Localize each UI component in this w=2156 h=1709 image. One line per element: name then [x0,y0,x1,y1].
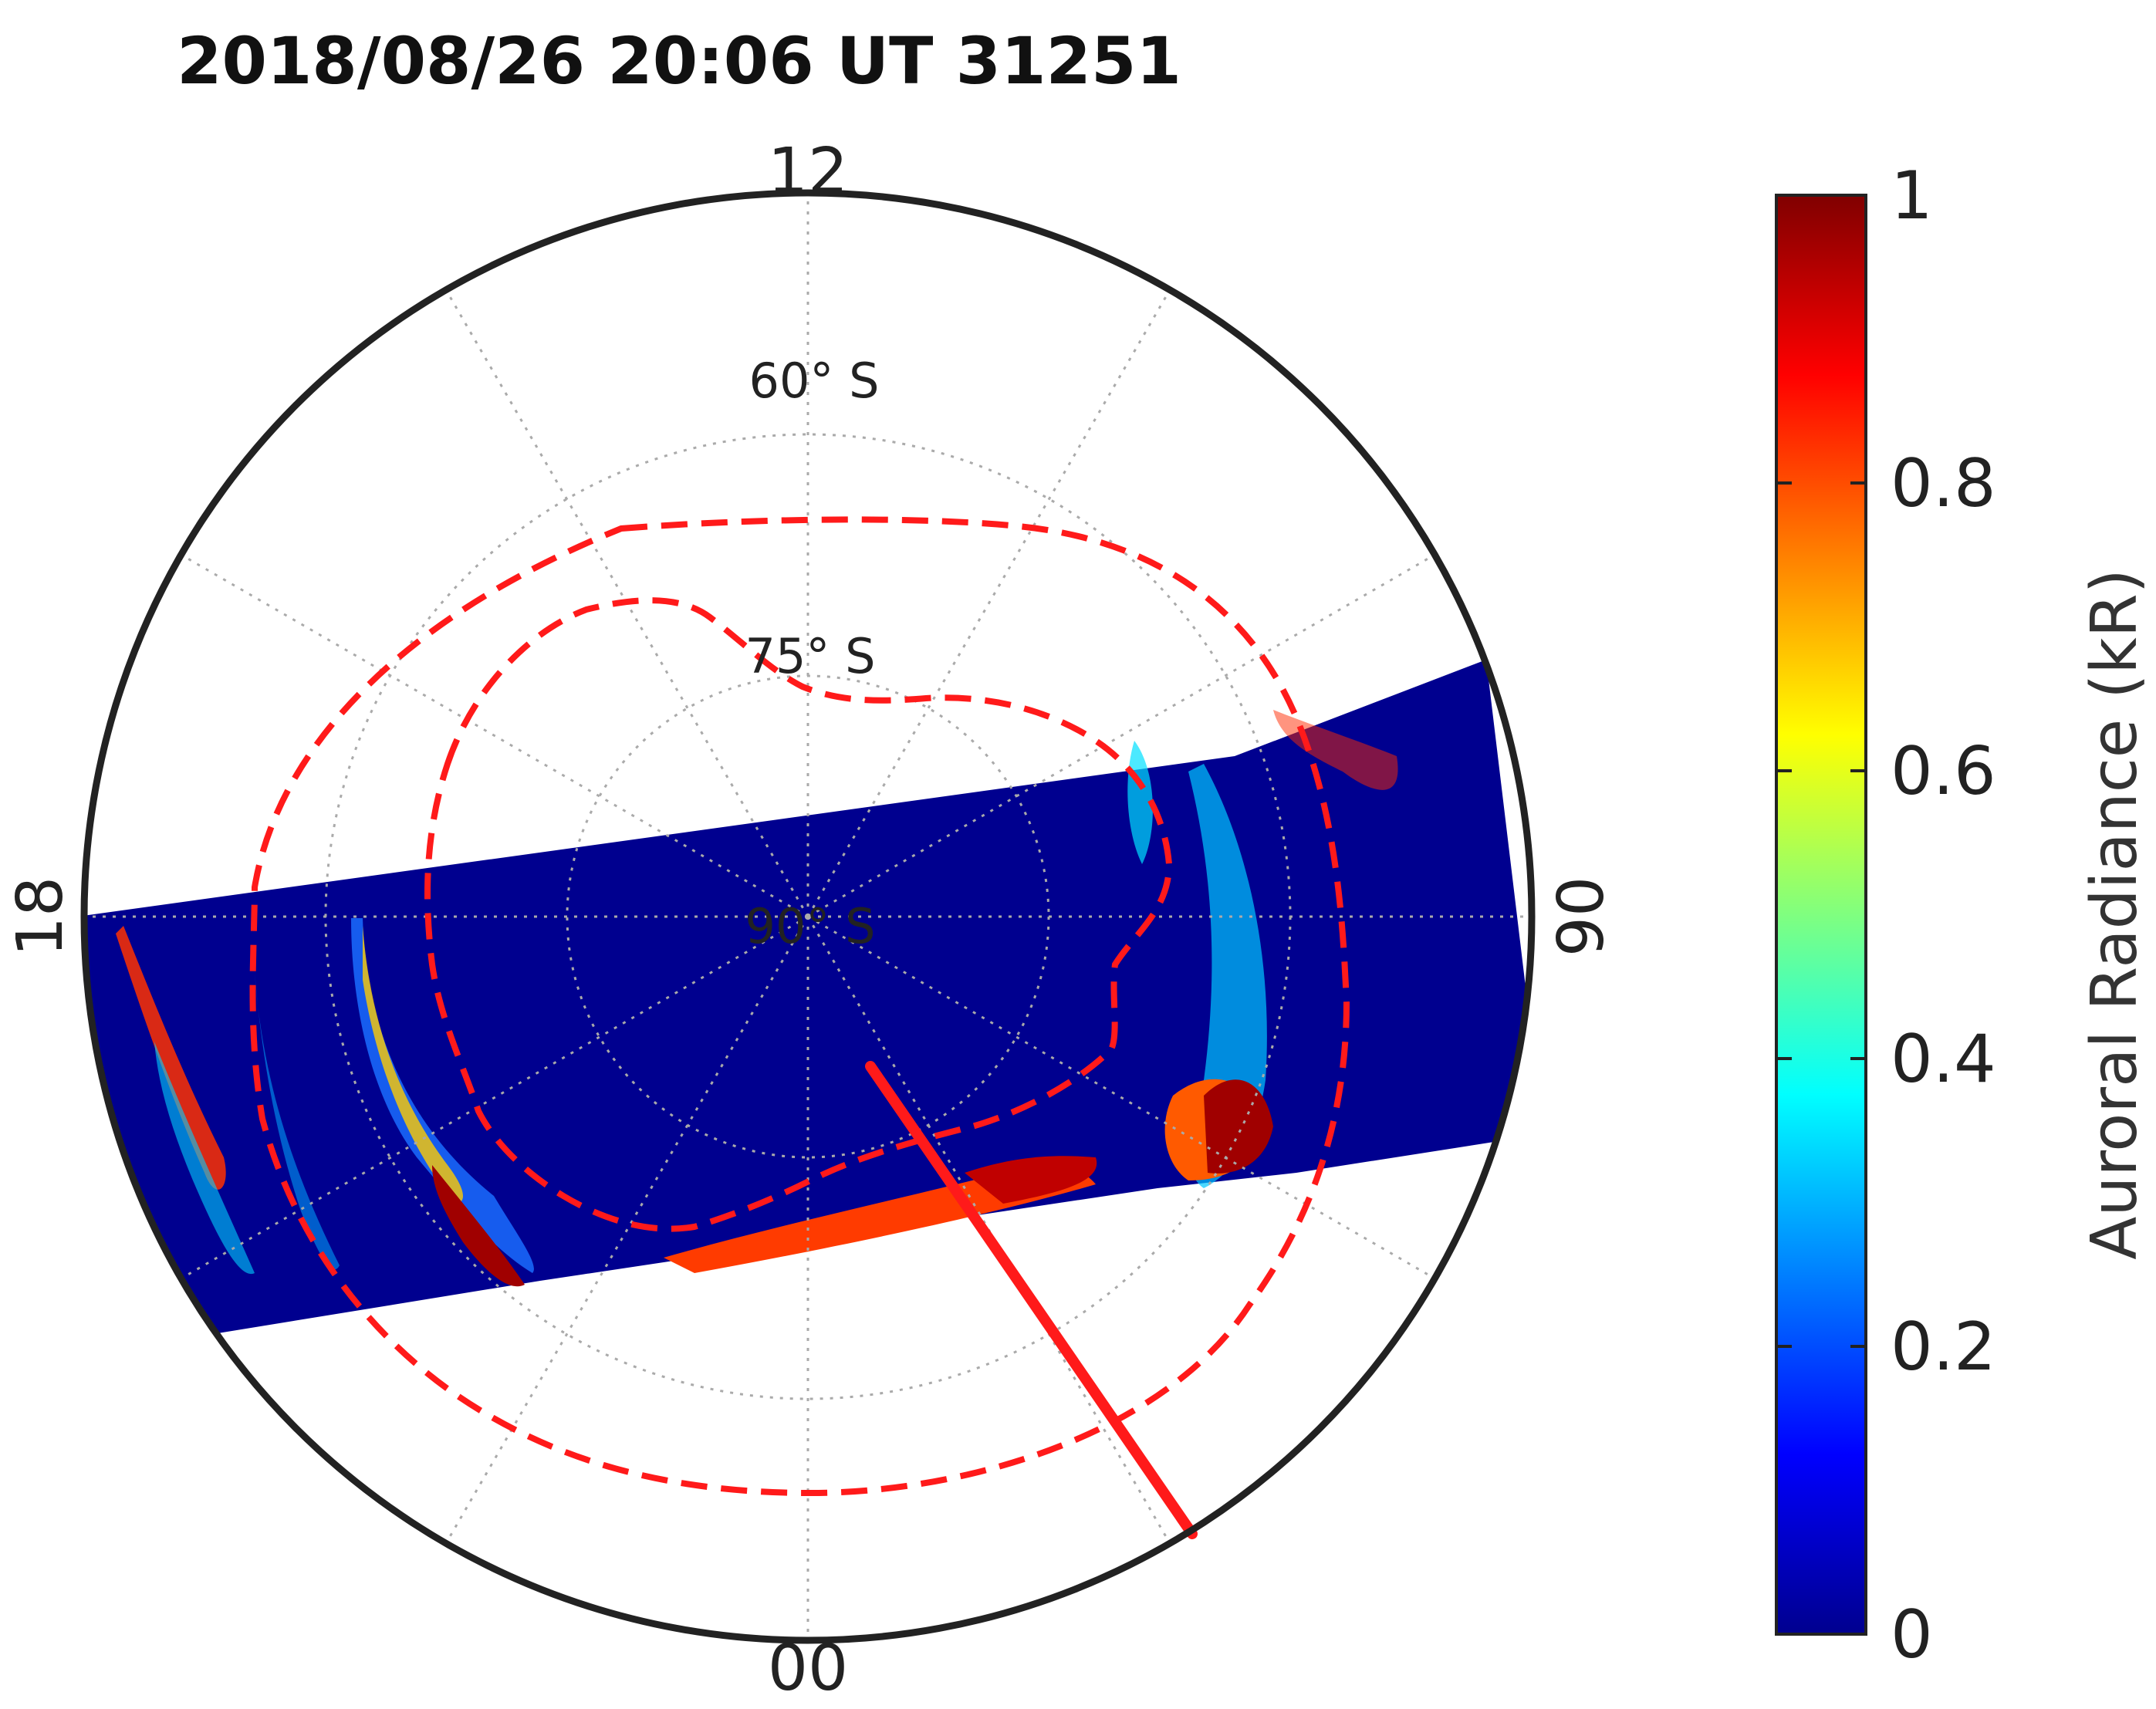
plot-title: 2018/08/26 20:06 UT 31251 [177,23,1181,99]
mlt-label-18: 18 [4,876,77,957]
colorbar-ticks: 0 0.2 0.4 0.6 0.8 1 [1776,157,1996,1674]
mlt-gridline [180,915,809,1280]
swath-band [84,660,1532,1358]
colorbar-tick-label: 0.6 [1891,733,1996,810]
colorbar: 0 0.2 0.4 0.6 0.8 1 Auroral Radiance (kR) [1775,157,2151,1674]
colorbar-tick-label: 0.4 [1891,1021,1996,1098]
colorbar-tick-label: 0 [1891,1596,1933,1674]
satellite-track-line [865,1061,1198,1539]
mlt-label-06: 06 [1541,876,1614,957]
plot-frame [80,189,1536,1644]
colorbar-gradient [1775,194,1867,1636]
mlt-gridline [444,916,809,1545]
mlt-label-00: 00 [768,1632,848,1705]
equatorward-boundary [249,516,1350,1497]
mlt-gridline [807,553,1436,918]
mlt-label-12: 12 [768,135,848,208]
mlt-gridline [807,915,1436,1280]
lat-label-75: 75° S [745,628,876,684]
colorbar-label: Auroral Radiance (kR) [2078,569,2151,1259]
colorbar-tick-label: 0.2 [1891,1309,1996,1386]
poleward-boundary [424,597,1173,1232]
lat-label-60: 60° S [749,353,880,409]
lat-label-90: 90° S [745,898,876,954]
auroral-oval-boundaries [249,516,1350,1497]
mlt-gridline [806,289,1171,917]
colorbar-tick-label: 1 [1891,157,1933,235]
mlt-gridline [180,553,809,918]
imager-swath [84,660,1532,1358]
colorbar-tick-label: 0.8 [1891,445,1996,522]
